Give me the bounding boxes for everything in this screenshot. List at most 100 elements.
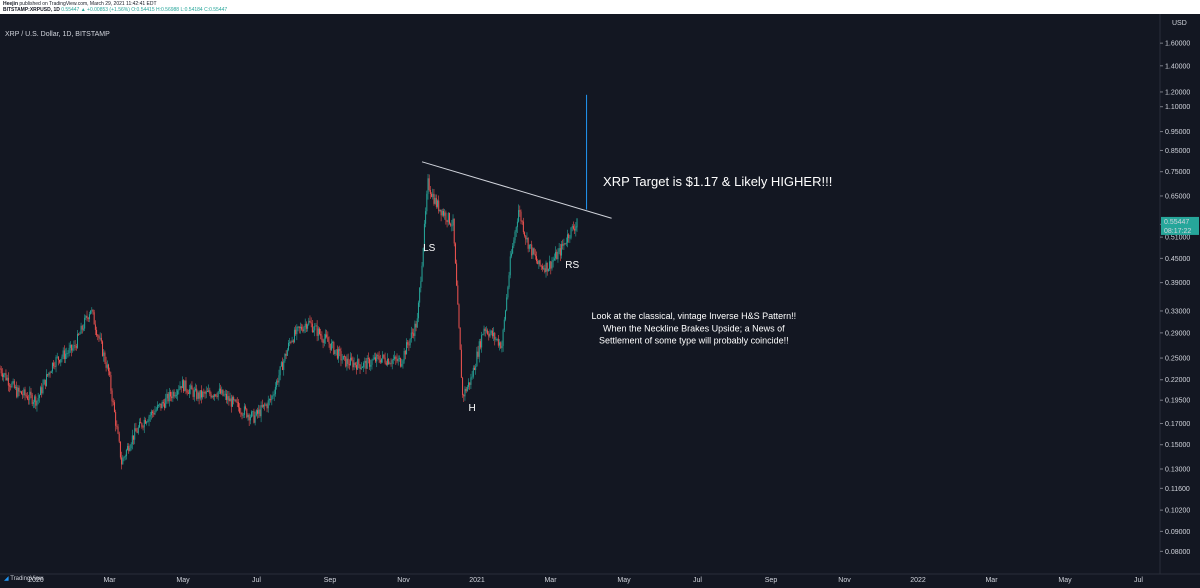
candle-body (79, 333, 81, 335)
candle-body (410, 332, 412, 339)
candle-body (155, 409, 157, 412)
candle-body (335, 349, 337, 351)
candle-body (47, 374, 49, 376)
candle-body (358, 359, 360, 365)
x-tick-label: 2022 (910, 577, 926, 584)
candle-body (409, 338, 411, 346)
candle-body (507, 287, 509, 298)
candle-body (336, 349, 338, 359)
candle-body (181, 380, 183, 389)
candle-body (434, 197, 436, 204)
candle-body (569, 237, 571, 239)
candle-body (159, 403, 161, 405)
candle-body (501, 345, 503, 349)
candle-body (161, 401, 163, 409)
candle-body (346, 358, 348, 367)
candle-body (7, 377, 9, 386)
candle-body (416, 318, 418, 328)
candle-body (322, 340, 324, 343)
candle-body (279, 366, 281, 376)
candle-body (16, 386, 18, 397)
candle-body (90, 310, 92, 315)
candle-body (445, 212, 447, 221)
candle-body (379, 360, 381, 363)
candle-body (22, 394, 24, 396)
candle-body (421, 265, 423, 282)
candle-body (204, 392, 206, 394)
candle-body (162, 401, 164, 404)
candle-body (233, 397, 235, 401)
candle-body (267, 400, 269, 409)
annotation-text: Settlement of some type will probably co… (599, 336, 789, 346)
candle-body (150, 411, 152, 416)
candle-body (18, 387, 20, 392)
candle-body (216, 396, 218, 397)
candle-body (54, 366, 56, 367)
candle-body (472, 367, 474, 377)
candle-body (340, 351, 342, 361)
candle-body (475, 366, 477, 371)
candle-body (327, 337, 329, 342)
candle-body (347, 358, 349, 364)
x-tick-label: Nov (838, 577, 851, 584)
candle-body (190, 385, 192, 390)
candle-body (4, 373, 6, 375)
candle-body (565, 242, 567, 244)
candle-body (394, 356, 396, 360)
candle-body (236, 401, 238, 403)
candle-body (432, 193, 434, 197)
candle-body (310, 322, 312, 324)
candle-body (53, 362, 55, 367)
x-tick-label: Nov (397, 577, 410, 584)
candle-body (351, 357, 353, 360)
candle-body (510, 253, 512, 257)
candle-body (100, 337, 102, 342)
candle-body (50, 371, 52, 374)
candle-body (167, 393, 169, 402)
candle-body (469, 382, 471, 385)
candle-body (528, 244, 530, 249)
candle-body (84, 317, 86, 329)
candle-body (465, 388, 467, 392)
candle-body (105, 362, 107, 368)
candle-body (91, 309, 93, 311)
candle-body (298, 326, 300, 329)
candle-body (428, 178, 430, 191)
candle-body (297, 326, 299, 328)
candle-body (429, 190, 431, 194)
candle-body (282, 362, 284, 370)
candle-body (447, 213, 449, 223)
candle-body (345, 356, 347, 367)
candle-body (459, 327, 461, 350)
candle-body (546, 262, 548, 272)
candle-body (388, 358, 390, 365)
candle-body (243, 406, 245, 415)
candle-body (65, 353, 67, 360)
candle-body (535, 256, 537, 262)
candle-body (503, 319, 505, 330)
candle-body (516, 221, 518, 228)
candle-body (360, 367, 362, 370)
candle-body (451, 225, 453, 227)
candle-body (226, 393, 228, 400)
candle-body (398, 358, 400, 359)
candle-body (146, 421, 148, 424)
candle-body (191, 385, 193, 390)
candle-body (141, 423, 143, 427)
candle-body (326, 334, 328, 338)
candle-body (551, 261, 553, 269)
candle-body (404, 350, 406, 355)
candle-body (153, 412, 155, 415)
candle-body (57, 356, 59, 361)
candle-body (525, 235, 527, 240)
candle-body (175, 394, 177, 396)
candle-body (339, 348, 341, 352)
candle-body (138, 421, 140, 428)
candle-body (383, 354, 385, 358)
candle-body (249, 416, 251, 421)
candle-body (391, 359, 393, 364)
y-tick-label: 0.25000 (1165, 356, 1190, 363)
candle-body (371, 359, 373, 365)
candle-body (158, 404, 160, 406)
